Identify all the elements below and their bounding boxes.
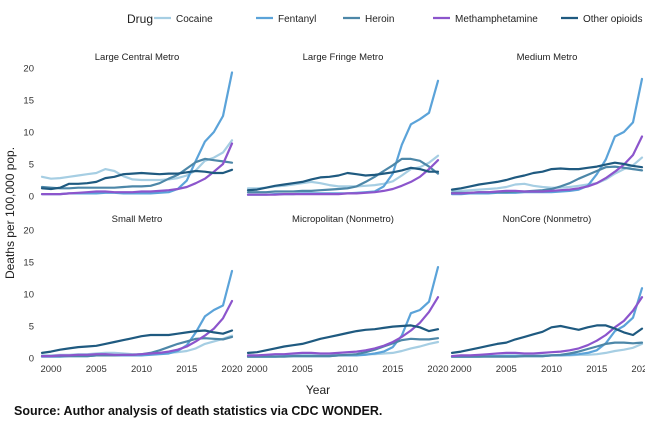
x-tick-label-micropolitan-nonmetro-2005: 2005 [292,364,313,375]
legend-label-other-opioids: Other opioids [583,14,642,25]
series-line-large-central-metro-cocaine [40,139,234,182]
series-line-noncore-nonmetro-heroin [450,341,644,358]
x-tick-label-small-metro-2000: 2000 [40,364,61,375]
legend-label-methamphetamine: Methamphetamine [455,14,538,25]
panel-title-large-fringe-metro: Large Fringe Metro [303,52,384,63]
y-axis-title: Deaths per 100,000 pop. [3,147,17,279]
series-line-micropolitan-nonmetro-other-opioids [246,324,440,354]
panel-title-micropolitan-nonmetro: Micropolitan (Nonmetro) [292,214,394,225]
series-line-large-central-metro-other-opioids [40,168,234,191]
y-tick-label-small-metro-10: 10 [23,290,34,301]
panel-title-small-metro: Small Metro [112,214,163,225]
x-tick-label-noncore-nonmetro-2020: 2020 [631,364,645,375]
x-axis-title: Year [306,383,330,397]
series-line-medium-metro-fentanyl [450,77,644,196]
x-tick-label-small-metro-2015: 2015 [176,364,197,375]
panel-title-large-central-metro: Large Central Metro [95,52,179,63]
series-line-large-fringe-metro-other-opioids [246,166,440,192]
x-tick-label-noncore-nonmetro-2000: 2000 [450,364,471,375]
x-tick-label-micropolitan-nonmetro-2020: 2020 [427,364,448,375]
series-line-micropolitan-nonmetro-methamphetamine [246,296,440,357]
series-line-noncore-nonmetro-other-opioids [450,324,644,354]
series-line-large-fringe-metro-heroin [246,157,440,194]
y-tick-label-large-central-metro-10: 10 [23,128,34,139]
series-line-large-fringe-metro-fentanyl [246,79,440,196]
y-tick-label-large-central-metro-20: 20 [23,64,34,75]
x-tick-label-noncore-nonmetro-2015: 2015 [586,364,607,375]
series-line-medium-metro-other-opioids [450,161,644,191]
x-tick-label-small-metro-2010: 2010 [131,364,152,375]
y-tick-label-small-metro-5: 5 [29,322,34,333]
legend-label-fentanyl: Fentanyl [278,14,316,25]
source-note: Source: Author analysis of death statist… [14,404,383,418]
series-line-small-metro-methamphetamine [40,299,234,358]
legend-label-heroin: Heroin [365,14,394,25]
series-line-micropolitan-nonmetro-fentanyl [246,266,440,358]
series-line-noncore-nonmetro-methamphetamine [450,296,644,358]
legend-title: Drug [127,12,153,26]
legend-label-cocaine: Cocaine [176,14,213,25]
panel-title-noncore-nonmetro: NonCore (Nonmetro) [503,214,592,225]
series-line-large-fringe-metro-methamphetamine [246,159,440,196]
series-line-large-central-metro-methamphetamine [40,142,234,196]
x-tick-label-noncore-nonmetro-2010: 2010 [541,364,562,375]
x-tick-label-small-metro-2005: 2005 [86,364,107,375]
x-tick-label-micropolitan-nonmetro-2000: 2000 [246,364,267,375]
x-tick-label-small-metro-2020: 2020 [221,364,242,375]
y-tick-label-large-central-metro-0: 0 [29,192,34,203]
x-tick-label-micropolitan-nonmetro-2015: 2015 [382,364,403,375]
y-tick-label-large-central-metro-15: 15 [23,96,34,107]
y-tick-label-small-metro-0: 0 [29,354,34,365]
x-tick-label-noncore-nonmetro-2005: 2005 [496,364,517,375]
series-line-micropolitan-nonmetro-heroin [246,337,440,358]
y-tick-label-small-metro-20: 20 [23,226,34,237]
panel-title-medium-metro: Medium Metro [517,52,578,63]
y-tick-label-large-central-metro-5: 5 [29,160,34,171]
x-tick-label-micropolitan-nonmetro-2010: 2010 [337,364,358,375]
y-tick-label-small-metro-15: 15 [23,258,34,269]
series-line-large-central-metro-heroin [40,157,234,190]
series-line-medium-metro-methamphetamine [450,135,644,195]
series-line-small-metro-other-opioids [40,329,234,354]
series-line-medium-metro-cocaine [450,156,644,192]
